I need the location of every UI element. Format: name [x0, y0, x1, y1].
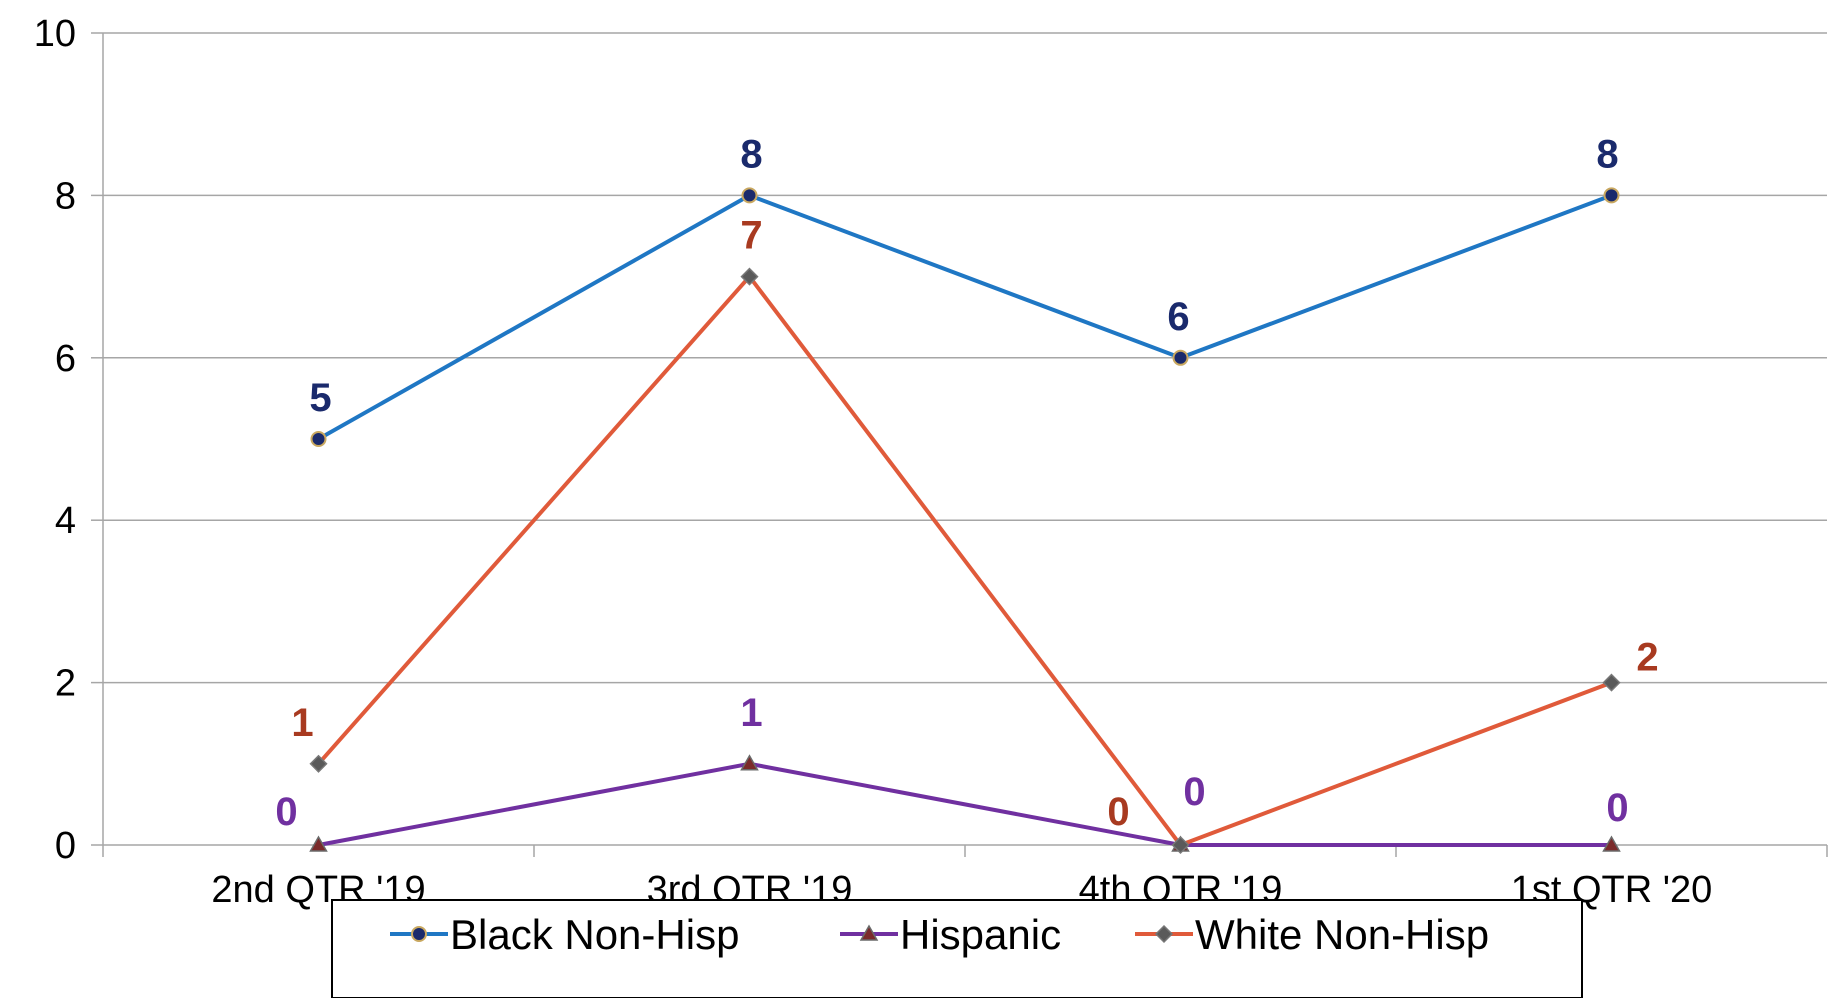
data-point: [740, 754, 759, 771]
data-label: 7: [740, 214, 762, 258]
data-labels: 5 8 6 8 0 1 0 0 1 7 0 2: [275, 132, 1658, 834]
data-label: 0: [275, 790, 297, 834]
data-point: [1171, 835, 1190, 855]
data-label: 6: [1167, 295, 1189, 339]
data-label: 8: [740, 132, 762, 176]
y-tick-label: 2: [55, 663, 76, 705]
legend-item: Black Non-Hisp: [390, 911, 739, 958]
legend-item: Hispanic: [840, 911, 1061, 958]
axes: [102, 33, 1827, 846]
data-point: [1602, 835, 1621, 852]
legend: Black Non-Hisp Hispanic White Non-Hisp: [331, 899, 1583, 998]
y-tick-label: 4: [55, 500, 76, 542]
series-line-0: [317, 193, 1613, 441]
y-tick-label: 0: [55, 825, 76, 867]
y-tick-label: 10: [34, 13, 76, 55]
data-label: 0: [1183, 770, 1205, 814]
data-label: 5: [309, 376, 331, 420]
series-line-2: [317, 274, 1613, 847]
legend-marker: [411, 926, 427, 942]
data-label: 2: [1636, 636, 1658, 680]
data-label: 1: [291, 701, 313, 745]
data-label: 0: [1107, 790, 1129, 834]
data-point: [1172, 349, 1189, 366]
legend-marker: [1154, 924, 1174, 944]
data-point: [309, 754, 328, 773]
data-point: [1603, 187, 1620, 204]
legend-label: Hispanic: [900, 911, 1061, 958]
data-point: [741, 187, 758, 204]
series-markers: [309, 187, 1621, 855]
data-label: 8: [1596, 132, 1618, 176]
data-point: [1602, 673, 1621, 692]
series-lines: [317, 193, 1613, 847]
legend-label: Black Non-Hisp: [450, 911, 739, 958]
data-label: 1: [740, 691, 762, 735]
legend-marker: [859, 924, 879, 941]
gridlines: [103, 32, 1827, 684]
series-line-1: [318, 761, 1612, 847]
legend-label: White Non-Hisp: [1195, 911, 1489, 958]
data-label: 0: [1606, 786, 1628, 830]
y-tick-label: 8: [55, 175, 76, 217]
legend-box: [331, 899, 1583, 998]
data-point: [309, 835, 328, 852]
y-tick-label: 6: [55, 338, 76, 380]
y-axis-ticks: 0 2 4 6 8 10: [34, 13, 103, 867]
legend-item: White Non-Hisp: [1135, 911, 1489, 958]
data-point: [310, 431, 327, 447]
data-point: [740, 267, 759, 286]
